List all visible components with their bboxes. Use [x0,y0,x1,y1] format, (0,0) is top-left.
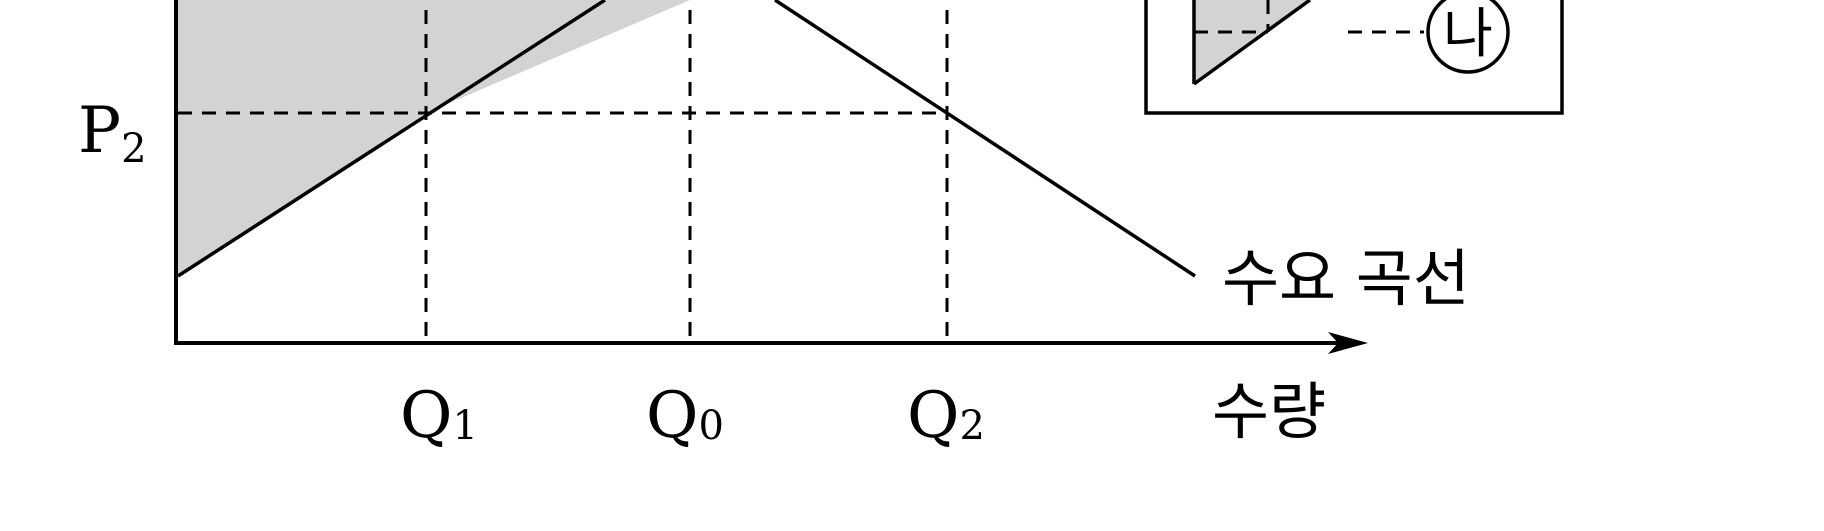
demand-curve [774,0,1196,278]
legend-box: 나 [1144,0,1564,115]
x-axis-label: 수량 [1212,375,1326,448]
demand-curve-label: 수요 곡선 [1222,242,1470,315]
legend-swatch-diagonal [1192,0,1312,86]
quantity-label-q1: Q1 [400,379,478,453]
price-label-p2: P2 [78,94,147,172]
legend-circle [1426,0,1510,74]
quantity-label-q2: Q2 [907,379,985,453]
shaded-surplus-area [178,0,690,276]
legend-symbol: 나 [1443,2,1493,65]
supply-curve [177,0,606,278]
x-axis-arrowhead [1328,332,1368,354]
quantity-label-q0: Q0 [646,379,724,453]
